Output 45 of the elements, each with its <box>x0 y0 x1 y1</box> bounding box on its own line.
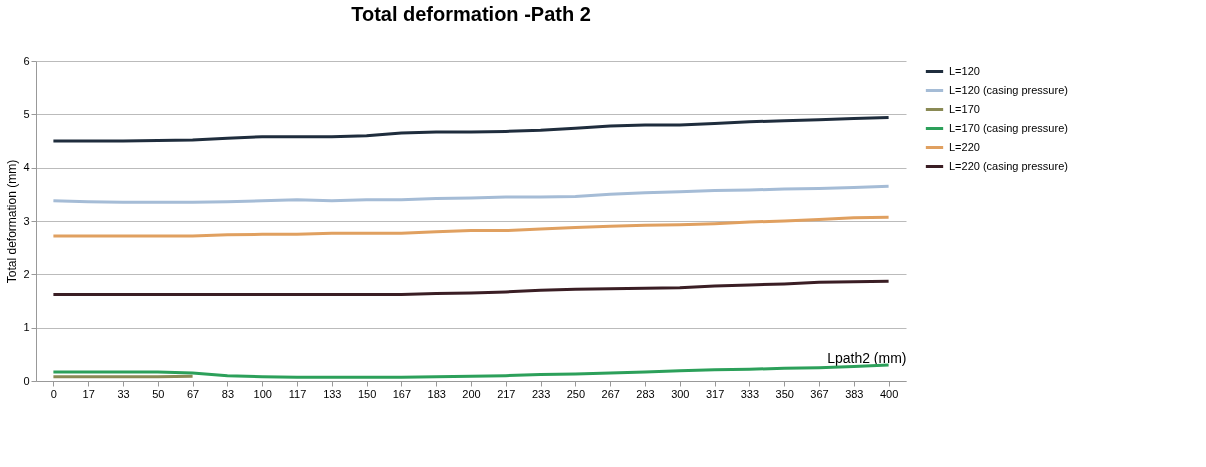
x-tick-label: 183 <box>427 387 446 400</box>
y-axis-title: Total deformation (mm) <box>5 159 20 284</box>
x-tick-label: 83 <box>221 387 235 400</box>
x-tick-label: 33 <box>117 387 130 400</box>
line-series <box>51 184 891 204</box>
x-tick-label: 267 <box>601 387 620 400</box>
x-tick-label: 217 <box>497 387 516 400</box>
chart-title: Total deformation -Path 2 <box>351 3 591 25</box>
x-tick-label: 167 <box>392 387 412 400</box>
x-tick-label: 100 <box>253 387 272 400</box>
x-tick-label: 67 <box>186 387 200 400</box>
x-tick-label: 367 <box>810 387 829 400</box>
legend-label: L=220 (casing pressure) <box>949 159 1068 172</box>
line-series <box>51 116 891 143</box>
x-tick-label: 283 <box>636 387 655 400</box>
legend-label: L=170 (casing pressure) <box>949 121 1068 134</box>
x-tick-label: 250 <box>566 387 586 400</box>
legend-label: L=170 <box>949 102 980 115</box>
x-tick-label: 117 <box>288 387 307 400</box>
x-tick-label: 400 <box>879 387 899 400</box>
x-tick-label: 333 <box>740 387 760 400</box>
line-series <box>51 215 891 238</box>
x-tick-label: 0 <box>50 387 57 400</box>
y-tick-label: 2 <box>23 267 30 280</box>
y-tick-label: 5 <box>23 107 30 120</box>
x-tick-label: 150 <box>357 387 377 400</box>
x-tick-label: 350 <box>775 387 794 400</box>
x-tick-label: 200 <box>462 387 481 400</box>
x-tick-label: 17 <box>82 387 95 400</box>
legend-label: L=120 <box>949 64 980 77</box>
y-tick-label: 3 <box>23 214 30 227</box>
x-tick-label: 300 <box>671 387 690 400</box>
y-tick-label: 4 <box>23 161 30 174</box>
y-tick-label: 6 <box>23 54 30 67</box>
x-tick-label: 133 <box>323 387 342 400</box>
x-tick-label: 383 <box>845 387 864 400</box>
y-tick-label: 0 <box>23 374 30 387</box>
x-tick-label: 50 <box>152 387 165 400</box>
x-tick-label: 317 <box>705 387 725 400</box>
legend-label: L=120 (casing pressure) <box>949 83 1068 96</box>
legend-label: L=220 <box>949 140 980 153</box>
x-axis-title: Lpath2 (mm) <box>827 349 907 366</box>
x-tick-label: 233 <box>531 387 551 400</box>
line-series <box>51 279 891 297</box>
y-tick-label: 1 <box>23 321 30 334</box>
